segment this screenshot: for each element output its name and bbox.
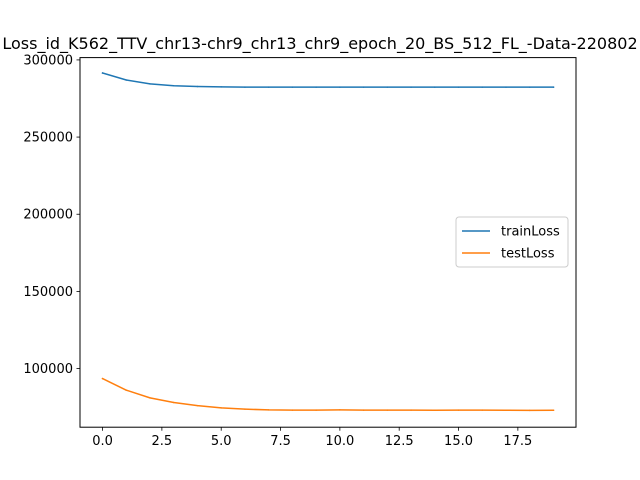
data-point-testloss-12 (386, 409, 389, 411)
data-point-trainloss-18 (528, 86, 531, 88)
data-point-trainloss-4 (196, 85, 199, 88)
data-point-trainloss-17 (505, 86, 507, 88)
data-point-trainloss-15 (457, 86, 460, 88)
data-point-trainloss-0 (101, 72, 104, 74)
data-point-testloss-5 (220, 407, 222, 409)
data-point-trainloss-2 (149, 83, 151, 85)
data-point-trainloss-8 (291, 86, 294, 88)
data-point-testloss-13 (410, 409, 412, 411)
data-point-testloss-18 (528, 409, 531, 412)
series-layer (101, 72, 555, 412)
data-point-testloss-4 (196, 404, 199, 407)
data-point-trainloss-10 (339, 86, 341, 88)
data-point-testloss-19 (552, 409, 555, 411)
x-tick-label: 17.5 (503, 434, 532, 449)
y-tick-label: 100000 (23, 362, 73, 377)
data-point-trainloss-9 (315, 86, 317, 88)
legend-box (455, 216, 569, 268)
data-point-testloss-1 (125, 389, 128, 391)
x-axis: 0.0 2.5 5.0 7.5 10.0 12.5 15.0 17.5 (92, 427, 532, 449)
data-point-testloss-11 (362, 409, 365, 411)
data-point-testloss-3 (172, 401, 175, 404)
data-point-trainloss-6 (244, 86, 246, 88)
x-tick-label: 7.5 (270, 434, 291, 449)
x-tick-label: 5.0 (211, 434, 232, 449)
data-point-trainloss-7 (267, 86, 270, 88)
chart-title: Loss_id_K562_TTV_chr13-chr9_chr13_chr9_e… (2, 34, 637, 54)
data-point-trainloss-3 (172, 84, 175, 87)
y-axis: 100000 150000 200000 250000 300000 (23, 53, 80, 377)
x-tick-label: 15.0 (444, 434, 473, 449)
x-tick-label: 0.0 (92, 434, 113, 449)
y-tick-label: 250000 (23, 131, 73, 146)
data-point-testloss-14 (434, 409, 436, 411)
data-point-testloss-15 (457, 409, 460, 411)
data-point-trainloss-12 (386, 86, 389, 88)
data-point-trainloss-14 (434, 86, 436, 88)
data-point-trainloss-1 (125, 79, 128, 81)
x-tick-label: 12.5 (385, 434, 414, 449)
x-tick-label: 10.0 (325, 434, 354, 449)
y-tick-label: 150000 (23, 285, 73, 300)
data-point-trainloss-5 (220, 86, 222, 88)
data-point-trainloss-13 (410, 86, 412, 88)
series-line-trainloss (101, 72, 555, 88)
legend-label-testloss: testLoss (501, 247, 555, 262)
data-point-testloss-16 (481, 409, 484, 411)
data-point-trainloss-19 (552, 86, 555, 88)
data-point-testloss-17 (505, 409, 507, 411)
data-point-testloss-9 (315, 409, 317, 411)
data-point-testloss-0 (101, 377, 104, 380)
x-tick-label: 2.5 (152, 434, 173, 449)
data-point-testloss-10 (339, 409, 341, 411)
data-point-testloss-2 (149, 397, 151, 399)
legend-label-trainloss: trainLoss (501, 225, 560, 240)
legend: trainLoss testLoss (455, 216, 569, 268)
data-point-testloss-8 (291, 409, 294, 411)
data-point-testloss-6 (244, 408, 246, 410)
data-point-testloss-7 (267, 409, 270, 411)
plot-area-frame (79, 57, 577, 428)
y-tick-label: 200000 (23, 208, 73, 223)
y-tick-label: 300000 (23, 53, 73, 68)
series-line-testloss (101, 377, 555, 412)
data-point-trainloss-16 (481, 86, 484, 88)
data-point-trainloss-11 (362, 86, 365, 88)
